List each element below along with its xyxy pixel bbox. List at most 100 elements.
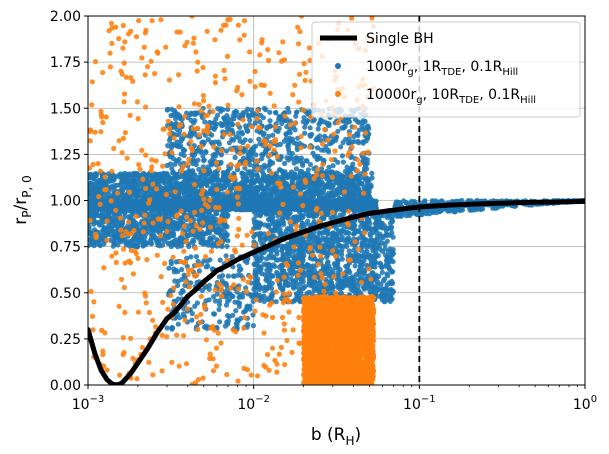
scatter-point [164,162,170,169]
scatter-point [247,138,253,144]
scatter-point [193,110,199,116]
scatter-point [337,174,343,180]
scatter-point [273,204,280,210]
scatter-point [313,137,319,143]
scatter-point [224,124,230,130]
scatter-point [243,123,249,129]
scatter-point [144,173,151,179]
scatter-point [298,155,304,161]
scatter-point [208,186,214,192]
scatter-point [271,186,278,192]
scatter-point [290,197,296,203]
scatter-point [164,196,171,202]
scatter-point [249,112,256,118]
scatter-point [159,196,165,202]
scatter-point [198,148,204,154]
scatter-point [167,175,173,181]
scatter-point [122,195,128,201]
scatter-point [347,181,353,187]
scatter-point [338,144,344,150]
scatter-point [177,128,183,134]
scatter-point [185,197,191,203]
scatter-point [184,206,190,212]
scatter-point [246,197,252,203]
scatter-point [307,132,313,138]
scatter-point [126,181,132,188]
scatter-point [287,130,293,136]
scatter-point [180,146,186,152]
scatter-point [259,196,266,202]
scatter-point [278,193,285,199]
scatter-point [218,121,224,127]
scatter-point [168,192,174,198]
scatter-point [232,154,238,161]
scatter-point [335,159,341,165]
scatter-point [290,156,296,162]
scatter-point [166,137,173,143]
scatter-point [194,194,200,200]
scatter-point [360,197,366,203]
scatter-point [192,118,198,124]
scatter-point [302,124,308,130]
scatter-point [91,192,97,198]
scatter-point [207,159,213,165]
scatter-point [222,203,228,209]
scatter-point [93,187,99,193]
scatter-point [148,189,154,195]
scatter-point [355,119,361,125]
scatter-point [162,185,168,191]
scatter-point [313,188,319,195]
scatter-point [308,196,314,202]
scatter-point [263,107,269,113]
scatter-point [329,169,335,175]
scatter-point [307,161,313,168]
scatter-point [267,118,273,124]
scatter-point [231,116,237,122]
scatter-point [168,145,175,151]
scatter-point [289,169,295,175]
scatter-point [341,124,347,130]
scatter-point [360,140,366,146]
scatter-point [201,157,207,164]
scatter-point [211,126,217,132]
scatter-point [267,197,273,203]
scatter-point [306,189,312,195]
scatter-point [165,240,171,246]
scatter-point [196,182,202,188]
scatter-point [248,107,255,113]
scatter-point [203,149,209,155]
scatter-point [356,140,362,146]
scatter-point [293,113,299,119]
scatter-point [332,192,338,198]
scatter-point [353,203,359,209]
scatter-point [291,140,297,146]
scatter-point [254,173,260,179]
scatter-point [246,206,252,212]
scatter-point [261,189,267,195]
scatter-point [242,187,248,193]
scatter-point [155,191,161,197]
scatter-point [239,206,246,212]
scatter-point [315,153,321,159]
scatter-point [229,121,235,128]
scatter-point [190,168,196,174]
scatter-point [178,136,185,142]
scatter-point [300,162,306,168]
scatter-point [92,173,98,179]
scatter-point [98,207,104,213]
scatter-point [360,119,366,125]
scatter-point [355,131,361,137]
scatter-point [134,171,140,177]
scatter-point [321,192,327,198]
scatter-point [249,146,255,152]
scatter-point [155,171,161,177]
scatter-point [249,184,255,190]
scatter-point [243,109,249,115]
scatter-point [324,168,330,175]
scatter-point [340,159,346,165]
scatter-point [299,169,305,175]
scatter-point [325,147,331,153]
scatter-point [133,193,139,199]
scatter-point [135,179,141,185]
scatter-point [161,173,167,179]
